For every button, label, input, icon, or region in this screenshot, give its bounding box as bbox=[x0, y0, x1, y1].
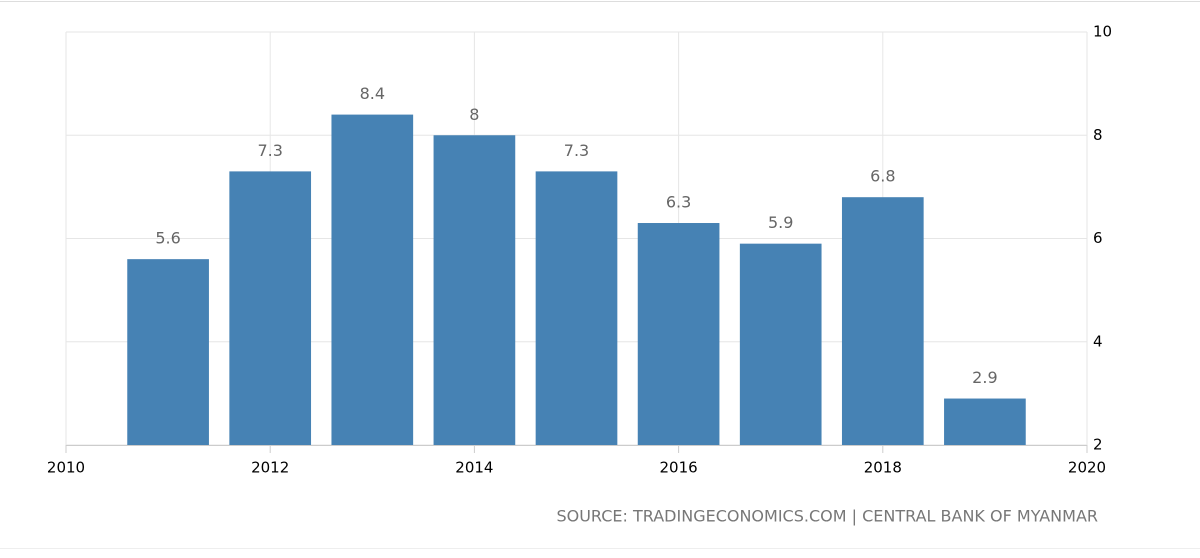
bar bbox=[229, 171, 312, 445]
x-tick-label: 2018 bbox=[864, 459, 902, 477]
value-label: 8 bbox=[469, 105, 479, 124]
y-tick-label: 2 bbox=[1093, 436, 1103, 454]
value-label: 7.3 bbox=[257, 141, 282, 160]
bar bbox=[841, 197, 924, 445]
bar bbox=[739, 243, 822, 445]
x-tick-label: 2020 bbox=[1068, 459, 1106, 477]
x-tick-label: 2016 bbox=[660, 459, 698, 477]
value-label: 8.4 bbox=[360, 84, 385, 103]
bar bbox=[535, 171, 618, 445]
y-tick-label: 8 bbox=[1093, 126, 1103, 144]
x-tick-label: 2014 bbox=[455, 459, 493, 477]
value-label: 7.3 bbox=[564, 141, 589, 160]
value-label: 5.9 bbox=[768, 213, 793, 232]
value-label: 6.8 bbox=[870, 167, 895, 186]
y-tick-label: 6 bbox=[1093, 229, 1103, 247]
bar bbox=[637, 223, 720, 445]
value-label: 5.6 bbox=[155, 229, 180, 248]
bar bbox=[127, 259, 209, 445]
y-tick-label: 4 bbox=[1093, 332, 1103, 350]
x-tick-label: 2010 bbox=[47, 459, 85, 477]
value-label: 6.3 bbox=[666, 193, 691, 212]
bar bbox=[944, 398, 1026, 445]
x-tick-label: 2012 bbox=[251, 459, 289, 477]
y-tick-label: 10 bbox=[1093, 23, 1112, 41]
value-label: 2.9 bbox=[972, 368, 997, 387]
source-note: SOURCE: TRADINGECONOMICS.COM | CENTRAL B… bbox=[556, 507, 1098, 526]
bar bbox=[331, 114, 414, 445]
bar bbox=[433, 135, 516, 445]
